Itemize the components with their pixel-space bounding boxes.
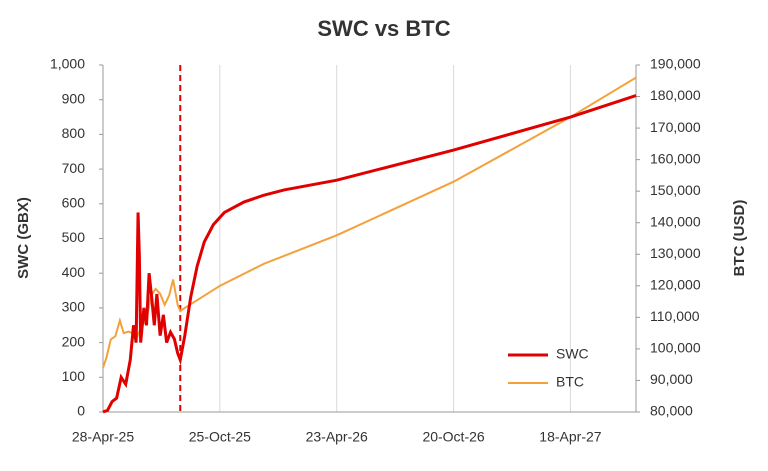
series-line: [102, 94, 637, 414]
y2-tick-label: 180,000: [650, 87, 701, 103]
y2-tick-label: 150,000: [650, 182, 701, 198]
y-axis-title: SWC (GBX): [15, 197, 32, 279]
series-line: [102, 76, 637, 369]
y2-tick-label: 140,000: [650, 213, 701, 229]
y-tick-label: 600: [62, 195, 86, 211]
y2-tick-label: 100,000: [650, 340, 701, 356]
y-tick-label: 300: [62, 299, 86, 315]
legend-label: BTC: [556, 374, 584, 390]
y-tick-label: 800: [62, 125, 86, 141]
y2-axis-title: BTC (USD): [731, 200, 748, 277]
y-tick-label: 700: [62, 160, 86, 176]
chart-title: SWC vs BTC: [317, 16, 450, 41]
y2-tick-label: 90,000: [650, 371, 693, 387]
y2-tick-label: 120,000: [650, 277, 701, 293]
y2-tick-label: 130,000: [650, 245, 701, 261]
y-tick-label: 200: [62, 333, 86, 349]
y2-tick-label: 170,000: [650, 119, 701, 135]
x-tick-label: 20-Oct-26: [422, 429, 484, 445]
y-tick-label: 900: [62, 90, 86, 106]
y-tick-label: 500: [62, 229, 86, 245]
y-tick-label: 400: [62, 264, 86, 280]
y-tick-label: 100: [62, 368, 86, 384]
legend-label: SWC: [556, 346, 589, 362]
y-tick-label: 1,000: [50, 56, 85, 72]
x-tick-label: 18-Apr-27: [539, 429, 601, 445]
x-tick-label: 28-Apr-25: [72, 429, 134, 445]
x-tick-label: 25-Oct-25: [189, 429, 251, 445]
y2-tick-label: 190,000: [650, 56, 701, 72]
y2-tick-label: 160,000: [650, 150, 701, 166]
y-tick-label: 0: [77, 403, 85, 419]
x-tick-label: 23-Apr-26: [306, 429, 368, 445]
y2-tick-label: 110,000: [650, 308, 700, 324]
y2-tick-label: 80,000: [650, 403, 693, 419]
